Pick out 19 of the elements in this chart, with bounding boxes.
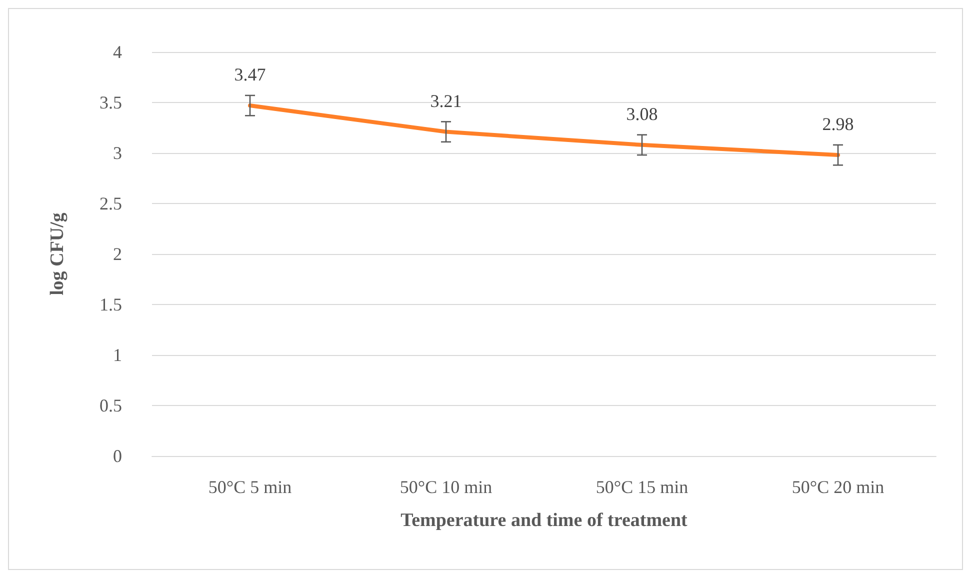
data-label: 3.47 (234, 64, 266, 85)
x-tick-label: 50°C 20 min (792, 477, 884, 497)
x-tick-label: 50°C 5 min (208, 477, 292, 497)
x-axis-title: Temperature and time of treatment (400, 510, 688, 531)
data-label: 2.98 (822, 114, 854, 134)
y-tick-label: 4 (113, 42, 122, 62)
y-tick-label: 2 (113, 244, 122, 264)
x-tick-label: 50°C 15 min (596, 477, 688, 497)
y-tick-label: 3 (113, 143, 122, 163)
data-label: 3.08 (626, 104, 658, 124)
data-label: 3.21 (430, 90, 462, 111)
y-tick-label: 1 (113, 345, 122, 365)
y-axis-title: log CFU/g (47, 212, 68, 296)
y-tick-label: 2.5 (100, 194, 122, 214)
x-tick-label: 50°C 10 min (400, 477, 492, 497)
y-tick-label: 3.5 (100, 92, 122, 112)
y-tick-label: 0 (113, 446, 122, 466)
y-tick-label: 1.5 (100, 294, 122, 314)
y-tick-label: 0.5 (100, 396, 122, 416)
